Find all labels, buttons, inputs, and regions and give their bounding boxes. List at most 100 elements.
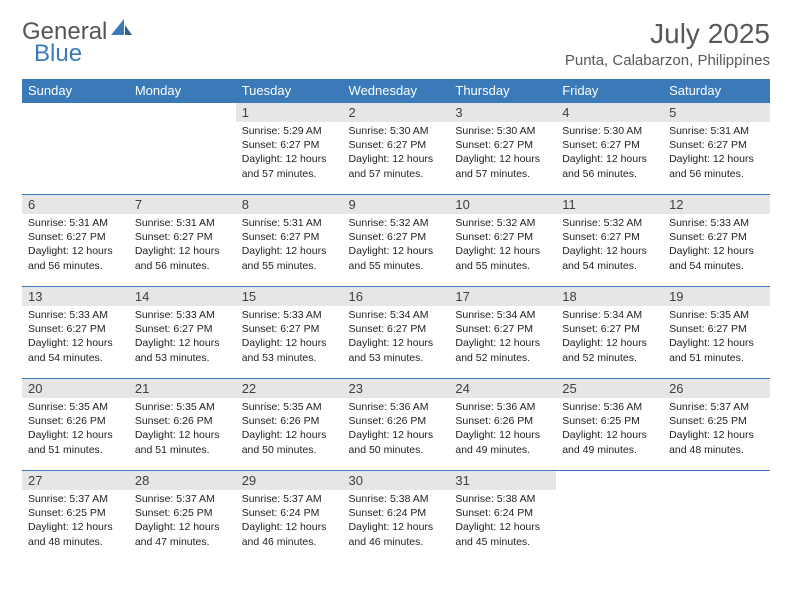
day-number: 18 (556, 287, 663, 306)
day-number: 4 (556, 103, 663, 122)
day-line: Daylight: 12 hours (562, 428, 657, 442)
day-line: Sunset: 6:26 PM (135, 414, 230, 428)
day-line: Sunrise: 5:37 AM (28, 492, 123, 506)
calendar-day-cell: 8Sunrise: 5:31 AMSunset: 6:27 PMDaylight… (236, 195, 343, 287)
day-number (22, 103, 129, 122)
day-line: Sunset: 6:27 PM (562, 138, 657, 152)
calendar-day-cell: 29Sunrise: 5:37 AMSunset: 6:24 PMDayligh… (236, 471, 343, 563)
day-line: Sunrise: 5:33 AM (28, 308, 123, 322)
day-number: 12 (663, 195, 770, 214)
calendar-day-cell: 2Sunrise: 5:30 AMSunset: 6:27 PMDaylight… (343, 103, 450, 195)
day-number: 16 (343, 287, 450, 306)
day-content: Sunrise: 5:35 AMSunset: 6:26 PMDaylight:… (236, 398, 343, 461)
calendar-day-cell: 5Sunrise: 5:31 AMSunset: 6:27 PMDaylight… (663, 103, 770, 195)
logo-word2-wrap: Blue (34, 40, 82, 68)
day-content: Sunrise: 5:31 AMSunset: 6:27 PMDaylight:… (22, 214, 129, 277)
day-line: and 56 minutes. (562, 167, 657, 181)
day-content: Sunrise: 5:33 AMSunset: 6:27 PMDaylight:… (22, 306, 129, 369)
day-line: Daylight: 12 hours (562, 152, 657, 166)
day-line: Sunset: 6:24 PM (349, 506, 444, 520)
calendar-day-cell: 26Sunrise: 5:37 AMSunset: 6:25 PMDayligh… (663, 379, 770, 471)
day-line: Daylight: 12 hours (28, 428, 123, 442)
calendar-day-cell: 24Sunrise: 5:36 AMSunset: 6:26 PMDayligh… (449, 379, 556, 471)
day-line: Daylight: 12 hours (135, 520, 230, 534)
day-content: Sunrise: 5:34 AMSunset: 6:27 PMDaylight:… (556, 306, 663, 369)
day-line: and 49 minutes. (562, 443, 657, 457)
day-line: Sunset: 6:27 PM (349, 322, 444, 336)
day-line: Daylight: 12 hours (349, 520, 444, 534)
day-line: Sunrise: 5:32 AM (562, 216, 657, 230)
day-line: Sunrise: 5:30 AM (349, 124, 444, 138)
day-line: Daylight: 12 hours (455, 520, 550, 534)
calendar-day-cell: 23Sunrise: 5:36 AMSunset: 6:26 PMDayligh… (343, 379, 450, 471)
day-line: and 53 minutes. (242, 351, 337, 365)
day-content: Sunrise: 5:32 AMSunset: 6:27 PMDaylight:… (556, 214, 663, 277)
day-line: Sunset: 6:25 PM (28, 506, 123, 520)
calendar-day-cell: 25Sunrise: 5:36 AMSunset: 6:25 PMDayligh… (556, 379, 663, 471)
day-content: Sunrise: 5:31 AMSunset: 6:27 PMDaylight:… (663, 122, 770, 185)
calendar-day-cell: 6Sunrise: 5:31 AMSunset: 6:27 PMDaylight… (22, 195, 129, 287)
day-content: Sunrise: 5:31 AMSunset: 6:27 PMDaylight:… (129, 214, 236, 277)
day-number: 5 (663, 103, 770, 122)
day-content: Sunrise: 5:34 AMSunset: 6:27 PMDaylight:… (343, 306, 450, 369)
day-line: Daylight: 12 hours (28, 520, 123, 534)
logo-sail-icon (111, 17, 133, 42)
day-line: Sunset: 6:27 PM (562, 322, 657, 336)
day-line: Sunrise: 5:37 AM (669, 400, 764, 414)
weekday-header: Thursday (449, 79, 556, 103)
day-content: Sunrise: 5:37 AMSunset: 6:25 PMDaylight:… (129, 490, 236, 553)
day-line: Sunrise: 5:35 AM (242, 400, 337, 414)
day-number: 11 (556, 195, 663, 214)
day-number: 30 (343, 471, 450, 490)
day-content: Sunrise: 5:37 AMSunset: 6:25 PMDaylight:… (663, 398, 770, 461)
day-content: Sunrise: 5:36 AMSunset: 6:26 PMDaylight:… (449, 398, 556, 461)
calendar-day-cell: 4Sunrise: 5:30 AMSunset: 6:27 PMDaylight… (556, 103, 663, 195)
day-content: Sunrise: 5:33 AMSunset: 6:27 PMDaylight:… (663, 214, 770, 277)
day-line: and 56 minutes. (135, 259, 230, 273)
day-content: Sunrise: 5:36 AMSunset: 6:26 PMDaylight:… (343, 398, 450, 461)
day-number: 22 (236, 379, 343, 398)
day-line: Daylight: 12 hours (28, 336, 123, 350)
day-line: Sunset: 6:26 PM (242, 414, 337, 428)
day-line: Daylight: 12 hours (562, 244, 657, 258)
day-number: 1 (236, 103, 343, 122)
day-line: Sunset: 6:25 PM (562, 414, 657, 428)
day-number (129, 103, 236, 122)
day-content: Sunrise: 5:37 AMSunset: 6:25 PMDaylight:… (22, 490, 129, 553)
day-line: Sunset: 6:27 PM (242, 230, 337, 244)
weekday-header: Monday (129, 79, 236, 103)
calendar-body: 1Sunrise: 5:29 AMSunset: 6:27 PMDaylight… (22, 103, 770, 563)
calendar-day-cell: 28Sunrise: 5:37 AMSunset: 6:25 PMDayligh… (129, 471, 236, 563)
day-content: Sunrise: 5:35 AMSunset: 6:26 PMDaylight:… (22, 398, 129, 461)
day-line: Daylight: 12 hours (242, 152, 337, 166)
day-line: Sunset: 6:27 PM (349, 230, 444, 244)
day-line: and 56 minutes. (669, 167, 764, 181)
day-content: Sunrise: 5:29 AMSunset: 6:27 PMDaylight:… (236, 122, 343, 185)
day-line: and 49 minutes. (455, 443, 550, 457)
day-content: Sunrise: 5:35 AMSunset: 6:27 PMDaylight:… (663, 306, 770, 369)
day-line: Sunrise: 5:31 AM (242, 216, 337, 230)
day-number: 29 (236, 471, 343, 490)
day-line: Sunset: 6:27 PM (135, 230, 230, 244)
calendar-day-cell (663, 471, 770, 563)
day-number (556, 471, 663, 490)
day-number: 21 (129, 379, 236, 398)
day-line: Sunrise: 5:34 AM (349, 308, 444, 322)
day-content (22, 122, 129, 128)
day-line: Sunrise: 5:32 AM (455, 216, 550, 230)
calendar-week-row: 20Sunrise: 5:35 AMSunset: 6:26 PMDayligh… (22, 379, 770, 471)
day-line: Daylight: 12 hours (562, 336, 657, 350)
day-number: 15 (236, 287, 343, 306)
day-number: 13 (22, 287, 129, 306)
day-content: Sunrise: 5:33 AMSunset: 6:27 PMDaylight:… (236, 306, 343, 369)
day-number: 17 (449, 287, 556, 306)
day-line: Daylight: 12 hours (669, 336, 764, 350)
calendar-day-cell: 1Sunrise: 5:29 AMSunset: 6:27 PMDaylight… (236, 103, 343, 195)
calendar-day-cell: 22Sunrise: 5:35 AMSunset: 6:26 PMDayligh… (236, 379, 343, 471)
day-content (663, 490, 770, 496)
day-content: Sunrise: 5:38 AMSunset: 6:24 PMDaylight:… (343, 490, 450, 553)
day-number (663, 471, 770, 490)
calendar-day-cell: 7Sunrise: 5:31 AMSunset: 6:27 PMDaylight… (129, 195, 236, 287)
day-line: and 50 minutes. (349, 443, 444, 457)
calendar-day-cell (556, 471, 663, 563)
